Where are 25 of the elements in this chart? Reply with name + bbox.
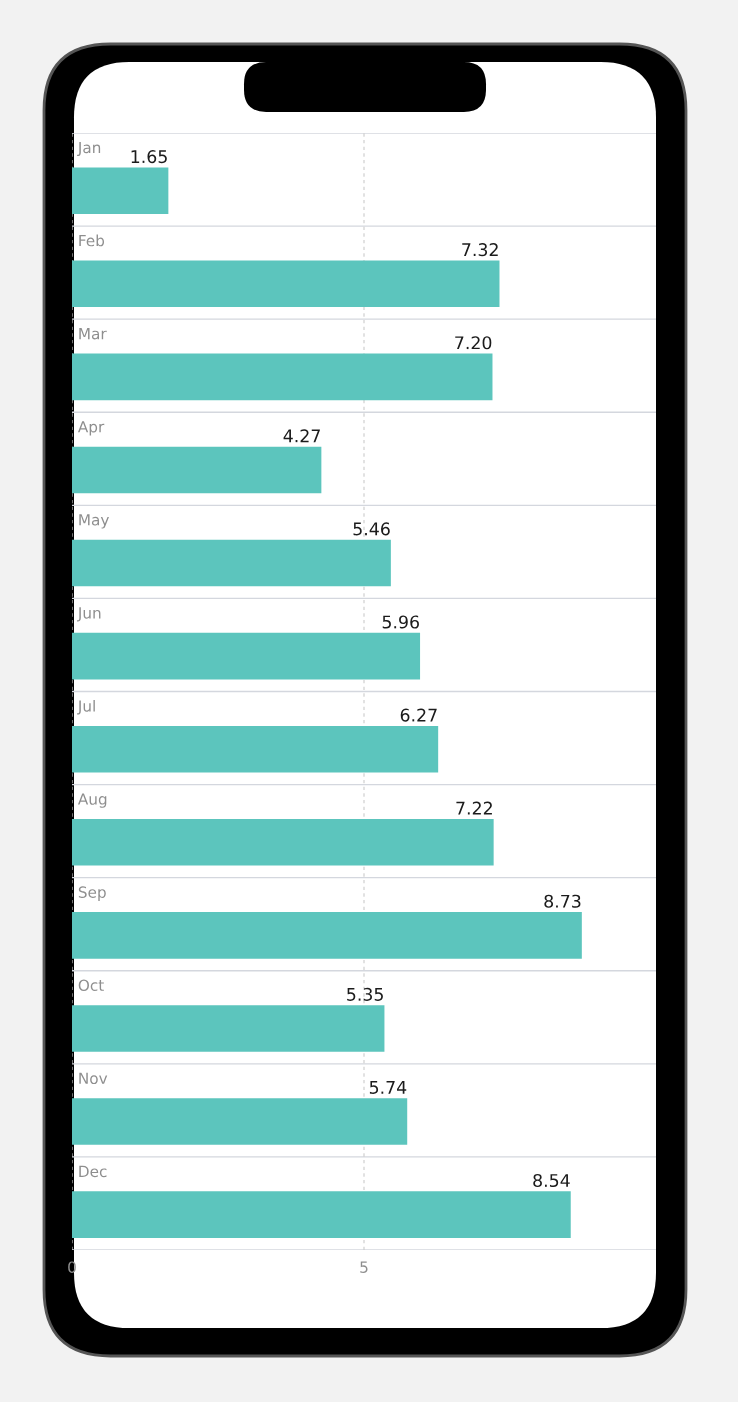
- y-tick-label: Jul: [77, 699, 95, 715]
- y-tick-label: Apr: [77, 421, 105, 436]
- y-tick-label: Oct: [78, 979, 104, 992]
- y-tick-label: Jun: [77, 607, 101, 622]
- y-tick-label: Dec: [79, 1165, 107, 1178]
- data-label: 7.32: [462, 243, 498, 257]
- data-label: 5.46: [353, 522, 390, 536]
- y-tick-label: Nov: [79, 1072, 108, 1085]
- x-tick-label: 5: [360, 1261, 368, 1273]
- data-label: 8.73: [544, 894, 581, 908]
- y-tick-label: Mar: [79, 328, 107, 340]
- y-tick-label: Jan: [77, 141, 101, 157]
- y-tick-label: Aug: [77, 793, 107, 808]
- data-label: 6.27: [400, 708, 437, 722]
- data-label: 5.74: [369, 1081, 407, 1094]
- data-label: 5.96: [382, 615, 419, 629]
- y-tick-label: May: [79, 514, 109, 529]
- data-label: 1.65: [131, 150, 167, 164]
- data-label: 5.35: [347, 987, 383, 1001]
- data-label: 8.54: [533, 1173, 570, 1188]
- data-label: 7.20: [455, 336, 492, 350]
- y-tick-label: Sep: [78, 886, 106, 901]
- data-label: 4.27: [283, 429, 320, 443]
- data-label: 7.22: [456, 801, 492, 815]
- y-tick-label: Feb: [79, 234, 105, 247]
